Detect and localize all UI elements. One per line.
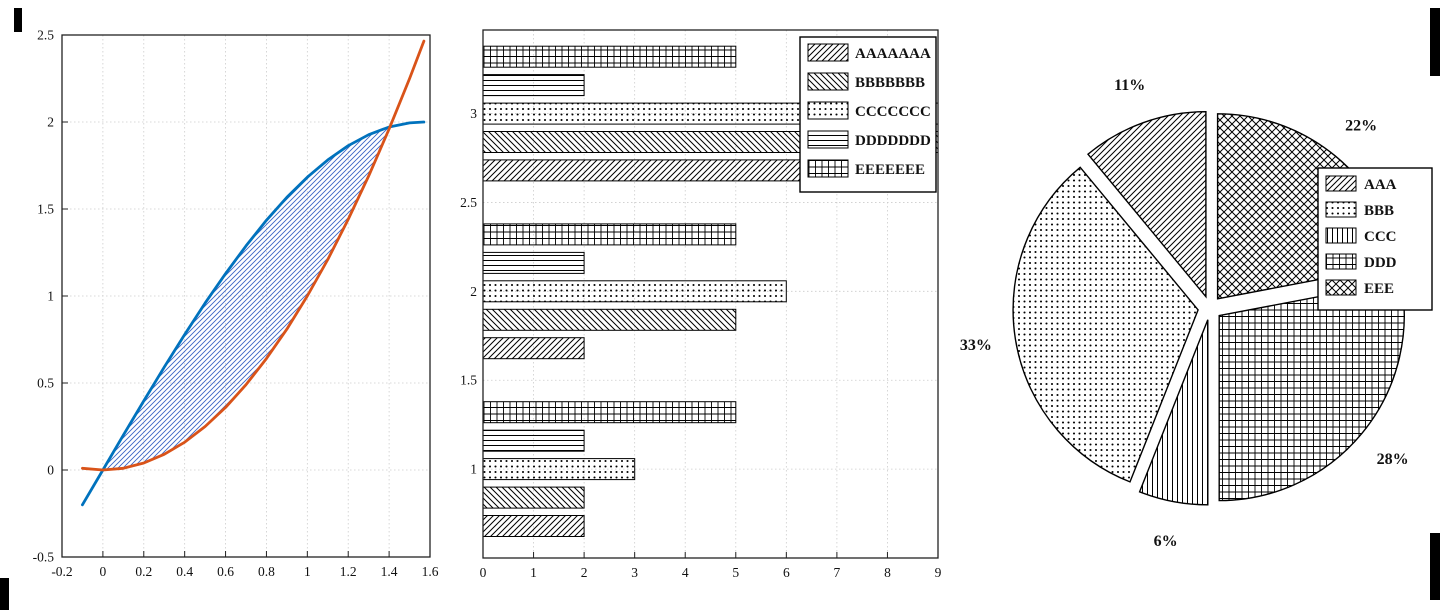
area-line-plot: -0.2 0 0.2 0.4 0.6 0.8 1 1.2 1.4 1.6 -0.5 0 0.5 1 1.5 2… — [33, 28, 439, 580]
pie-legend-label-DDD: DDD — [1364, 255, 1397, 271]
pie-slice-CCC — [1138, 319, 1209, 506]
bar-EEEEEEE-3 — [482, 45, 737, 68]
x-tick-label: 8 — [884, 565, 891, 580]
bar-BBBBBBB-1 — [482, 486, 585, 509]
pie-legend-swatch-CCC — [1325, 227, 1357, 244]
edge-mark — [1430, 533, 1440, 600]
bar-CCCCCCC-1 — [482, 458, 636, 481]
legend-swatch-AAAAAAA — [807, 43, 849, 62]
y-tick-label: 1 — [470, 462, 477, 477]
legend-swatch-DDDDDDD — [807, 130, 849, 149]
pie-label-DDD: 28% — [1377, 451, 1409, 468]
bar-EEEEEEE-2 — [482, 223, 737, 246]
bar-EEEEEEE-1 — [482, 401, 737, 424]
pie-chart: 11% 33% 6% 28% 22% AAA BBB CCC DDD EEE — [940, 8, 1440, 609]
pie-legend-label-BBB: BBB — [1364, 203, 1394, 219]
y-tick-label: 1 — [47, 289, 54, 304]
pie-label-EEE: 22% — [1345, 117, 1377, 134]
y-tick-label: 2 — [47, 115, 54, 130]
curve-2*sin(x) — [81, 120, 426, 507]
x-tick-label: 0 — [480, 565, 487, 580]
axes-box — [482, 29, 939, 559]
area-line-chart: -0.2 0 0.2 0.4 0.6 0.8 1 1.2 1.4 1.6 -0.5 0 0.5 1 1.5 2… — [8, 8, 458, 609]
legend-label-BBBBBBB: BBBBBBB — [855, 75, 925, 91]
bar-AAAAAAA-2 — [482, 337, 585, 360]
y-tick-label: 3 — [470, 106, 477, 121]
x-tick-label: 0.6 — [217, 564, 234, 579]
legend-swatch-EEEEEEE — [807, 159, 849, 178]
y-tick-label: 0.5 — [37, 376, 54, 391]
pie-legend-swatch-DDD — [1325, 253, 1357, 270]
x-tick-label: 1.6 — [422, 564, 439, 579]
pie-legend-swatch-EEE — [1325, 279, 1357, 296]
x-tick-label: 0.2 — [135, 564, 152, 579]
bar-AAAAAAA-1 — [482, 515, 585, 537]
edge-mark — [0, 578, 9, 610]
pie-label-AAA: 11% — [1114, 77, 1145, 94]
pie-slice-AAA — [1087, 110, 1207, 299]
pie-legend-swatch-BBB — [1325, 201, 1357, 218]
legend-label-AAAAAAA: AAAAAAA — [855, 46, 931, 62]
grouped-bar-chart: 0 1 2 3 4 5 6 7 8 9 1 1.5 2 2.5 3 AAAAAAA BBBBBBB CCCCCCC… — [455, 8, 955, 609]
pie-slice-DDD — [1218, 280, 1405, 502]
x-tick-label: 1.4 — [381, 564, 398, 579]
x-tick-label: 1 — [530, 565, 537, 580]
x-tick-label: 0.4 — [176, 564, 193, 579]
x-tick-label: 5 — [732, 565, 739, 580]
bar-BBBBBBB-2 — [482, 308, 737, 331]
y-tick-label: 0 — [47, 463, 54, 478]
bar-DDDDDDD-2 — [482, 251, 585, 274]
exploded-pie-plot: 11% 33% 6% 28% 22% AAA BBB CCC DDD EEE — [960, 77, 1433, 550]
x-tick-label: 0 — [100, 564, 107, 579]
pie-legend-label-AAA: AAA — [1364, 177, 1397, 193]
y-tick-label: 2.5 — [37, 28, 54, 43]
x-tick-label: 4 — [682, 565, 689, 580]
legend-swatch-BBBBBBB — [807, 72, 849, 91]
x-tick-label: 1 — [304, 564, 311, 579]
legend-label-EEEEEEE: EEEEEEE — [855, 162, 925, 178]
pie-legend-swatch-AAA — [1325, 175, 1357, 192]
bar-DDDDDDD-3 — [482, 74, 585, 97]
y-tick-label: 2 — [470, 284, 477, 299]
x-tick-label: 0.8 — [258, 564, 275, 579]
shaded-region — [102, 127, 390, 470]
pie-legend-label-EEE: EEE — [1364, 281, 1394, 297]
axes-box — [61, 34, 431, 558]
x-tick-label: -0.2 — [51, 564, 72, 579]
pie-label-CCC: 6% — [1154, 533, 1178, 550]
x-tick-label: 1.2 — [340, 564, 357, 579]
edge-mark — [14, 8, 22, 32]
bar-DDDDDDD-1 — [482, 429, 585, 452]
x-tick-label: 6 — [783, 565, 790, 580]
legend-swatch-CCCCCCC — [807, 101, 849, 120]
y-tick-label: 2.5 — [460, 195, 477, 210]
legend-label-DDDDDDD: DDDDDDD — [855, 133, 931, 149]
x-tick-label: 9 — [935, 565, 942, 580]
y-tick-label: 1.5 — [460, 373, 477, 388]
y-tick-label: 1.5 — [37, 202, 54, 217]
curve-x^2 — [81, 39, 426, 472]
x-tick-label: 2 — [581, 565, 588, 580]
x-tick-label: 3 — [631, 565, 638, 580]
y-tick-label: -0.5 — [33, 550, 55, 565]
edge-mark — [1430, 8, 1440, 76]
pie-legend-label-CCC: CCC — [1364, 229, 1397, 245]
grouped-barh-plot: 0 1 2 3 4 5 6 7 8 9 1 1.5 2 2.5 3 AAAAAAA BBBBBBB CCCCCCC… — [460, 29, 942, 580]
pie-label-BBB: 33% — [960, 337, 992, 354]
pie-slice-BBB — [1012, 166, 1199, 483]
x-tick-label: 7 — [834, 565, 841, 580]
bar-CCCCCCC-2 — [482, 280, 787, 303]
legend-label-CCCCCCC: CCCCCCC — [855, 104, 931, 120]
